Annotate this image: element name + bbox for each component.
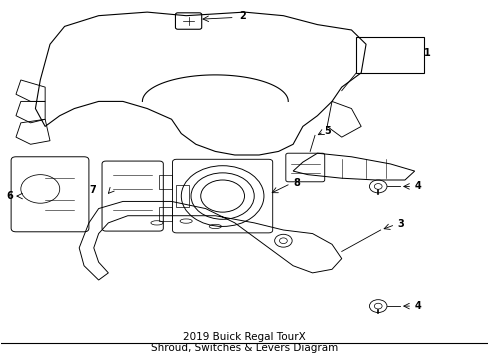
Text: 5: 5 (324, 126, 331, 136)
Text: 2019 Buick Regal TourX
Shroud, Switches & Levers Diagram: 2019 Buick Regal TourX Shroud, Switches … (151, 332, 337, 353)
Text: 7: 7 (89, 185, 96, 195)
Text: 4: 4 (414, 181, 421, 192)
Text: 8: 8 (292, 177, 299, 188)
Text: 6: 6 (7, 191, 14, 201)
Text: 1: 1 (423, 48, 429, 58)
Text: 3: 3 (397, 219, 404, 229)
Text: 4: 4 (414, 301, 421, 311)
Text: 2: 2 (239, 12, 246, 21)
